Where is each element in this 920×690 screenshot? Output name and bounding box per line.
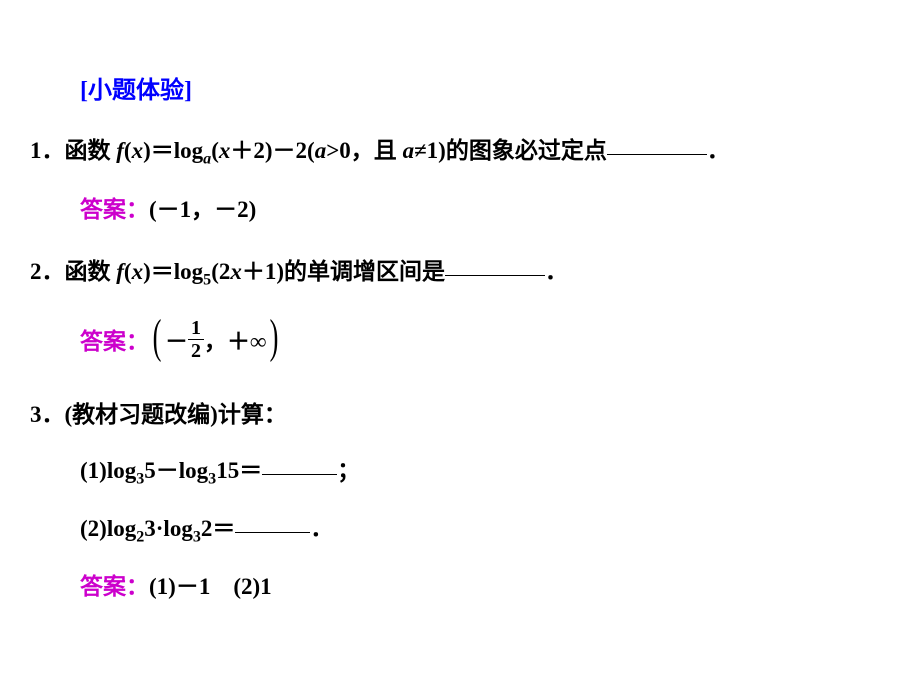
p31-n2: 15＝: [216, 458, 262, 483]
p31-blank: [262, 474, 337, 475]
a3-v2: (2)1: [233, 574, 271, 599]
answer-3: 答案：(1)－1 (2)1: [80, 567, 890, 601]
p3-num: 3．: [30, 402, 65, 427]
p1-num: 1．: [30, 138, 65, 163]
a3-v1: (1)－1: [149, 574, 210, 599]
p2-arg-x: x: [230, 259, 242, 284]
p31-b2: 3: [208, 471, 216, 488]
p2-paren-open: (: [124, 259, 132, 284]
p3-text: (教材习题改编)计算：: [65, 402, 287, 427]
a2-paren-r: ): [270, 309, 279, 364]
answer-2: 答案： ( － 1 2 ，＋∞ ): [80, 312, 890, 367]
p32-period: ．: [310, 516, 333, 541]
p32-blank: [235, 532, 310, 533]
p1-paren-close: ): [143, 138, 151, 163]
a2-comma: ，＋∞: [204, 322, 266, 356]
p32-n2: 2＝: [201, 516, 236, 541]
a2-frac-den: 2: [188, 340, 204, 361]
a3-gap: [210, 574, 233, 599]
p2-f: f: [116, 259, 124, 284]
p1-cond: >0，且: [326, 138, 402, 163]
answer-1: 答案：(－1，－2): [80, 190, 890, 224]
p1-blank: [607, 154, 707, 155]
p32-label: (2)log: [80, 516, 136, 541]
a1-label: 答案：: [80, 190, 149, 224]
a2-minus: －: [165, 322, 188, 356]
p1-arg-x: x: [219, 138, 231, 163]
p1-arg-plus: ＋2)－2(: [230, 138, 314, 163]
a2-interval: ( － 1 2 ，＋∞ ): [149, 312, 282, 367]
a2-frac: 1 2: [188, 318, 204, 361]
p31-n1: 5－log: [144, 458, 208, 483]
p1-prefix: 函数: [65, 138, 117, 163]
p2-blank: [445, 275, 545, 276]
p2-paren-close: ): [143, 259, 151, 284]
problem-3-2: (2)log23·log32＝．: [80, 509, 890, 547]
p2-base: 5: [203, 272, 211, 289]
p1-f: f: [116, 138, 124, 163]
p1-paren-open: (: [124, 138, 132, 163]
p1-period: ．: [707, 138, 730, 163]
p1-a-var2: a: [403, 138, 415, 163]
problem-2: 2．函数 f(x)＝log5(2x＋1)的单调增区间是．: [30, 254, 890, 293]
p31-label: (1)log: [80, 458, 136, 483]
p2-arg-close: ＋1)的单调增区间是: [242, 259, 445, 284]
p2-eq: ＝log: [151, 259, 203, 284]
p2-x: x: [132, 259, 144, 284]
p1-x: x: [132, 138, 144, 163]
a3-label: 答案：: [80, 574, 149, 599]
p2-prefix: 函数: [65, 259, 117, 284]
p1-eq: ＝log: [151, 138, 203, 163]
a1-value: (－1，－2): [149, 190, 256, 224]
p32-n1: 3·log: [144, 516, 193, 541]
p1-a-var: a: [315, 138, 327, 163]
problem-3-1: (1)log35－log315＝；: [80, 451, 890, 489]
p2-num: 2．: [30, 259, 65, 284]
problem-3: 3．(教材习题改编)计算：: [30, 397, 890, 434]
p2-arg-open: (2: [211, 259, 230, 284]
p1-arg-open: (: [211, 138, 219, 163]
p1-base-a: a: [203, 151, 211, 168]
p2-period: ．: [545, 259, 568, 284]
problem-1: 1．函数 f(x)＝loga(x＋2)－2(a>0，且 a≠1)的图象必过定点．: [30, 133, 890, 172]
section-title: [小题体验]: [80, 70, 890, 105]
p31-semi: ；: [337, 458, 360, 483]
a2-frac-num: 1: [188, 318, 204, 340]
a2-label: 答案：: [80, 322, 149, 356]
p1-neq: ≠1)的图象必过定点: [414, 138, 607, 163]
a2-paren-l: (: [153, 309, 162, 364]
p32-b2: 3: [193, 529, 201, 546]
content-container: [小题体验] 1．函数 f(x)＝loga(x＋2)－2(a>0，且 a≠1)的…: [0, 0, 920, 631]
